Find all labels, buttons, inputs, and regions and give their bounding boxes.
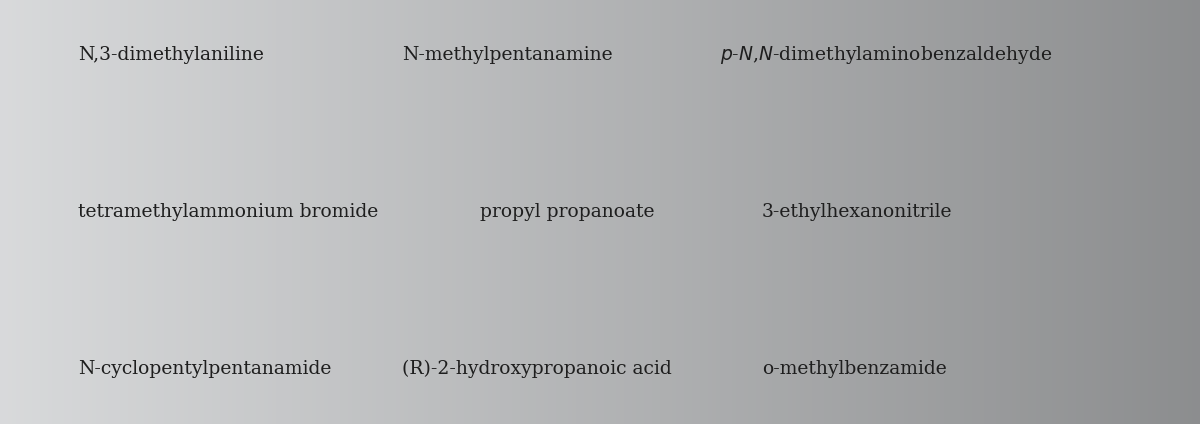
Text: 3-ethylhexanonitrile: 3-ethylhexanonitrile xyxy=(762,203,953,221)
Text: N-methylpentanamine: N-methylpentanamine xyxy=(402,46,613,64)
Text: N-cyclopentylpentanamide: N-cyclopentylpentanamide xyxy=(78,360,331,378)
Text: propyl propanoate: propyl propanoate xyxy=(480,203,654,221)
Text: tetramethylammonium bromide: tetramethylammonium bromide xyxy=(78,203,378,221)
Text: $\it{p}$-$\it{N}$,$\it{N}$-dimethylaminobenzaldehyde: $\it{p}$-$\it{N}$,$\it{N}$-dimethylamino… xyxy=(720,44,1052,66)
Text: N,3-dimethylaniline: N,3-dimethylaniline xyxy=(78,46,264,64)
Text: o-methylbenzamide: o-methylbenzamide xyxy=(762,360,947,378)
Text: (R)-2-hydroxypropanoic acid: (R)-2-hydroxypropanoic acid xyxy=(402,360,672,378)
